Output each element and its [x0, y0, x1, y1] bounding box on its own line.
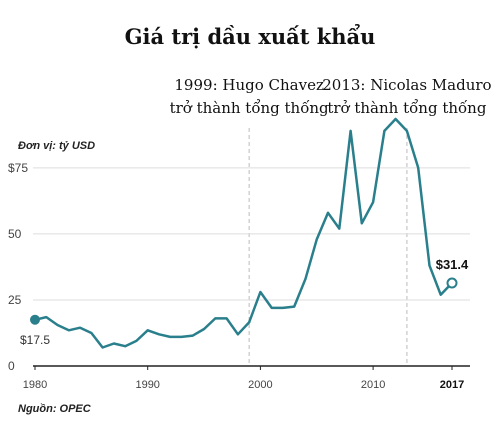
y-axis-ticks: $75 50 25 0	[8, 161, 28, 373]
annotation-text: trở thành tổng thống	[170, 99, 329, 117]
y-tick-label: $75	[8, 161, 28, 175]
chart-title: Giá trị dầu xuất khẩu	[125, 24, 376, 49]
x-tick-label: 1990	[135, 379, 159, 391]
x-tick-label: 2017	[440, 379, 464, 391]
x-tick-label: 2000	[248, 379, 272, 391]
source-note: Nguồn: OPEC	[18, 403, 92, 415]
series-layer: $17.5 $31.4	[20, 117, 469, 349]
y-tick-label: 0	[8, 359, 15, 373]
end-value-label: $31.4	[436, 257, 469, 272]
series-line	[34, 117, 453, 349]
start-point	[30, 314, 40, 325]
start-value-label: $17.5	[20, 333, 50, 347]
annotation-text: trở thành tổng thống	[327, 99, 486, 117]
x-axis-ticks: 1980 1990 2000 2010 2017	[23, 366, 464, 391]
annotation-text: 2013: Nicolas Maduro	[322, 76, 491, 94]
x-tick-label: 1980	[23, 379, 47, 391]
y-tick-label: 50	[8, 227, 22, 241]
grid-lines	[33, 167, 470, 301]
x-tick-label: 2010	[361, 379, 385, 391]
end-point	[446, 277, 458, 289]
unit-note: Đơn vị: tỷ USD	[18, 140, 95, 152]
y-tick-label: 25	[8, 293, 22, 307]
annotation-text: 1999: Hugo Chavez	[174, 76, 324, 94]
